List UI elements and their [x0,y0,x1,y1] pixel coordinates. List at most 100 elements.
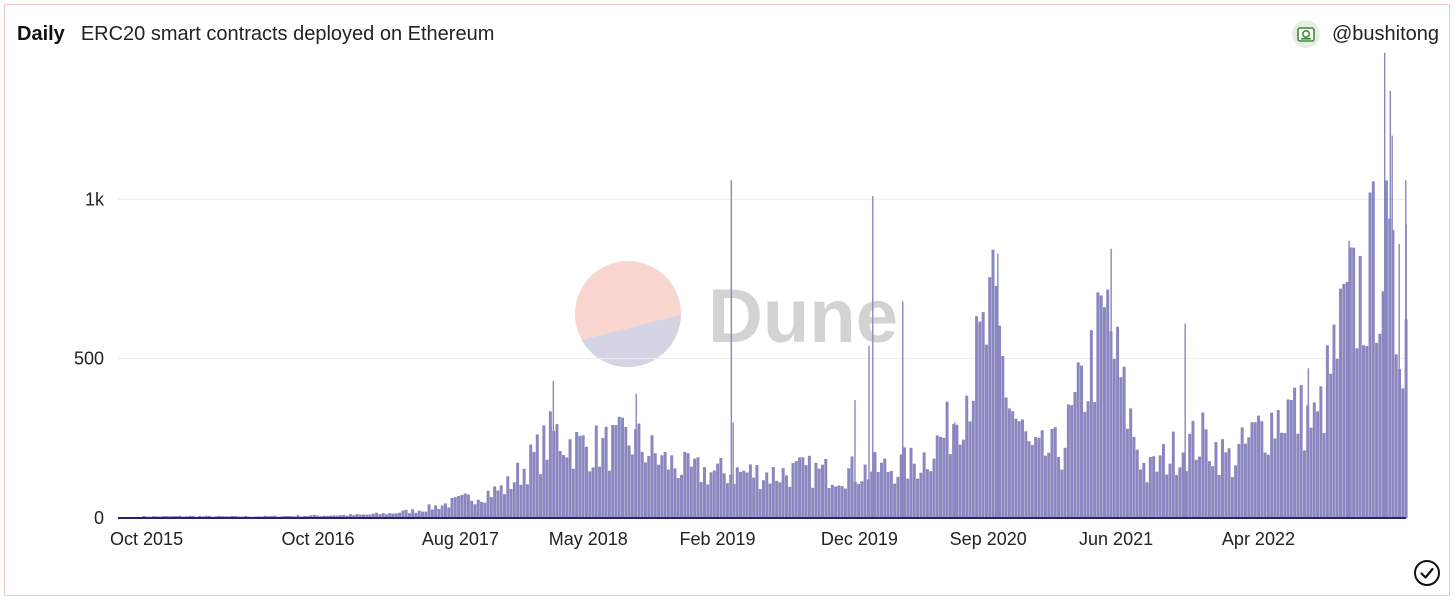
bar [1260,421,1264,518]
bar [925,469,929,518]
bar [1257,415,1261,518]
bar [617,416,621,518]
bar [535,434,539,518]
bar [489,497,493,518]
bar [404,509,408,518]
bar [1247,437,1251,518]
bar [273,515,277,518]
spike-bar [1398,243,1400,519]
bar [798,457,802,518]
bar [1132,436,1136,518]
bar [827,488,831,518]
bar [1335,358,1339,518]
bar [270,515,274,518]
bar [1342,283,1346,518]
bar [204,515,208,518]
bar [522,468,526,518]
bar [1332,324,1336,518]
bar [1283,433,1287,518]
bar [637,423,641,518]
bar [283,515,287,518]
bar [332,515,336,518]
bar [922,452,926,518]
check-circle-icon[interactable] [1413,559,1441,587]
x-tick-label: Oct 2016 [281,529,354,549]
bar [906,478,910,518]
bar [1063,447,1067,518]
bar [329,515,333,518]
bar [824,459,828,518]
bar [1358,255,1362,519]
bar [1161,444,1165,518]
bar [1384,180,1388,518]
bar [755,465,759,518]
bar [398,512,402,518]
bar [417,510,421,518]
author-link[interactable]: @bushitong [1291,20,1439,48]
x-tick-label: Oct 2015 [110,529,183,549]
bar [1230,477,1234,518]
bar [463,493,467,518]
bar [752,477,756,518]
bar [889,470,893,518]
bar [335,515,339,518]
bar [1204,429,1208,518]
bar [1004,397,1008,518]
bar [1073,391,1077,518]
bar [860,481,864,518]
spike-bar [868,345,870,518]
author-name[interactable]: @bushitong [1331,22,1439,45]
bar [571,468,575,518]
bar [306,515,310,518]
bar [1043,455,1047,518]
bar [1237,443,1241,518]
bar [745,472,749,518]
bar [230,515,234,518]
bar [702,467,706,518]
bar [1060,469,1064,518]
bar [739,471,743,518]
bar [483,502,487,518]
bar [1394,354,1398,518]
bar [1243,443,1247,518]
bar [434,505,438,518]
bar [1312,402,1316,518]
bar [1191,420,1195,518]
x-tick-label: Apr 2022 [1222,529,1295,549]
bar [1119,377,1123,518]
bar [778,482,782,518]
x-tick-label: Dec 2019 [821,529,898,549]
bar [207,515,211,518]
bar [427,504,431,518]
bar [430,509,434,518]
bar [1194,459,1198,518]
bar [1211,466,1215,518]
bar [1102,307,1106,518]
bar [607,470,611,518]
bar [676,478,680,518]
bar [1093,402,1097,518]
spike-bar [872,196,874,518]
bar [1253,422,1257,518]
bar [1375,342,1379,518]
bar [640,451,644,518]
bar [991,249,995,518]
bar [1339,288,1343,518]
bar [322,515,326,518]
bar [450,497,454,518]
bar [1089,330,1093,518]
bar [771,466,775,518]
bar [1116,326,1120,518]
bar [978,321,982,518]
watermark-text: Dune [708,274,898,359]
bar [1365,346,1369,518]
bar [988,277,992,518]
bar [716,463,720,518]
bar [965,395,969,518]
bar [971,400,975,518]
bar [1371,181,1375,518]
bar [748,464,752,518]
bar [414,512,418,518]
bar [548,411,552,518]
bar [447,507,451,518]
